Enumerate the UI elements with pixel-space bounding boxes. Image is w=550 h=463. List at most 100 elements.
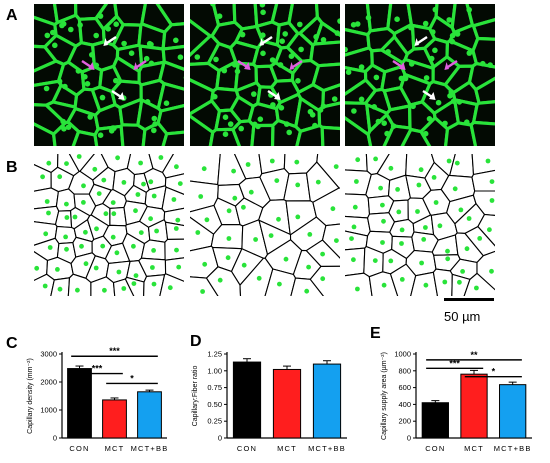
capillary-dot <box>138 230 144 235</box>
capillary-blob <box>390 123 397 129</box>
capillary-dot <box>283 256 289 262</box>
capillary-blob <box>173 37 179 44</box>
capillary-blob <box>435 99 442 106</box>
capillary-dot <box>121 286 127 291</box>
capillary-blob <box>432 47 438 54</box>
capillary-blob <box>430 29 436 35</box>
capillary-dot <box>399 241 404 246</box>
capillary-dot <box>419 260 424 266</box>
capillary-dot <box>64 161 69 166</box>
voronoi-cell <box>164 221 184 240</box>
capillary-blob <box>270 102 276 108</box>
muscle-fiber <box>155 4 184 27</box>
capillary-blob <box>61 126 67 132</box>
capillary-dot <box>57 286 63 292</box>
capillary-blob <box>384 130 390 137</box>
capillary-dot <box>148 179 154 185</box>
capillary-dot <box>381 218 386 224</box>
capillary-dot <box>388 258 394 264</box>
capillary-dot <box>277 281 282 287</box>
capillary-dot <box>253 237 258 242</box>
capillary-blob <box>239 31 246 38</box>
capillary-blob <box>163 100 170 106</box>
capillary-blob <box>313 34 319 40</box>
x-tick-label: MCT <box>105 444 125 453</box>
capillary-blob <box>77 22 83 28</box>
capillary-blob <box>358 64 365 70</box>
capillary-blob <box>464 119 470 125</box>
capillary-dot <box>241 204 246 210</box>
magenta-arrow <box>81 59 95 70</box>
capillary-dot <box>446 158 452 164</box>
capillary-blob <box>394 16 400 22</box>
capillary-blob <box>450 98 457 104</box>
capillary-blob <box>279 38 285 44</box>
voronoi-cell <box>463 272 495 296</box>
capillary-blob <box>277 62 284 68</box>
capillary-dot <box>81 183 86 189</box>
capillary-dot <box>454 160 460 166</box>
y-tick-label: 0.50 <box>207 400 222 409</box>
capillary-dot <box>418 167 424 173</box>
panel-letter-d: D <box>190 333 202 350</box>
capillary-dot <box>204 217 210 223</box>
capillary-blob <box>93 62 100 69</box>
capillary-dot <box>42 283 48 289</box>
capillary-dot <box>423 225 428 230</box>
capillary-blob <box>422 20 429 27</box>
capillary-dot <box>372 258 378 263</box>
capillary-dot <box>445 248 450 254</box>
capillary-dot <box>55 267 60 272</box>
capillary-blob <box>60 118 66 125</box>
voronoi-cell <box>471 169 495 192</box>
capillary-dot <box>295 182 301 188</box>
capillary-dot <box>352 204 358 210</box>
capillary-blob <box>401 145 405 146</box>
capillary-blob <box>297 21 303 28</box>
capillary-blob <box>93 32 99 39</box>
capillary-blob <box>426 116 433 122</box>
magenta-arrow <box>237 59 251 70</box>
capillary-blob <box>65 124 72 130</box>
y-axis-label: Capillary:Fiber ratio <box>192 366 199 427</box>
capillary-dot <box>171 197 177 202</box>
capillary-dot <box>458 207 464 213</box>
muscle-fiber <box>77 16 106 47</box>
capillary-blob <box>365 14 372 21</box>
voronoi-cell <box>464 225 495 257</box>
chart-capillary-density: 0 1000 2000 3000 Capillary density (mm⁻²) CON… <box>27 346 167 453</box>
capillary-dot <box>176 264 182 270</box>
capillary-dot <box>460 269 465 274</box>
capillary-dot <box>226 236 232 241</box>
capillary-dot <box>63 234 68 240</box>
capillary-blob <box>44 32 51 39</box>
capillary-dot <box>487 227 492 233</box>
capillary-dot <box>485 158 491 164</box>
capillary-dot <box>304 288 310 294</box>
bar-mct <box>102 399 127 439</box>
capillary-blob <box>221 67 228 74</box>
tessellation-con <box>34 154 184 296</box>
capillary-dot <box>330 206 336 212</box>
muscle-fiber <box>472 100 495 126</box>
capillary-dot <box>388 165 394 171</box>
capillary-dot <box>477 236 483 241</box>
capillary-dot <box>174 247 179 253</box>
capillary-blob <box>252 121 258 128</box>
capillary-dot <box>47 245 53 250</box>
white-arrow <box>414 35 428 46</box>
capillary-blob <box>128 50 135 56</box>
capillary-dot <box>154 228 159 234</box>
significance-label: * <box>130 373 134 383</box>
capillary-dot <box>355 286 360 292</box>
capillary-blob <box>446 17 452 23</box>
voronoi-cell <box>55 188 76 212</box>
capillary-dot <box>94 226 99 232</box>
panel-letter-c: C <box>6 335 18 352</box>
capillary-blob <box>259 4 266 8</box>
capillary-dot <box>256 275 262 281</box>
y-axis-label: Capillary supply area (µm⁻²) <box>381 352 388 440</box>
capillary-dot <box>395 187 400 192</box>
capillary-blob <box>105 26 111 32</box>
capillary-blob <box>358 96 365 103</box>
